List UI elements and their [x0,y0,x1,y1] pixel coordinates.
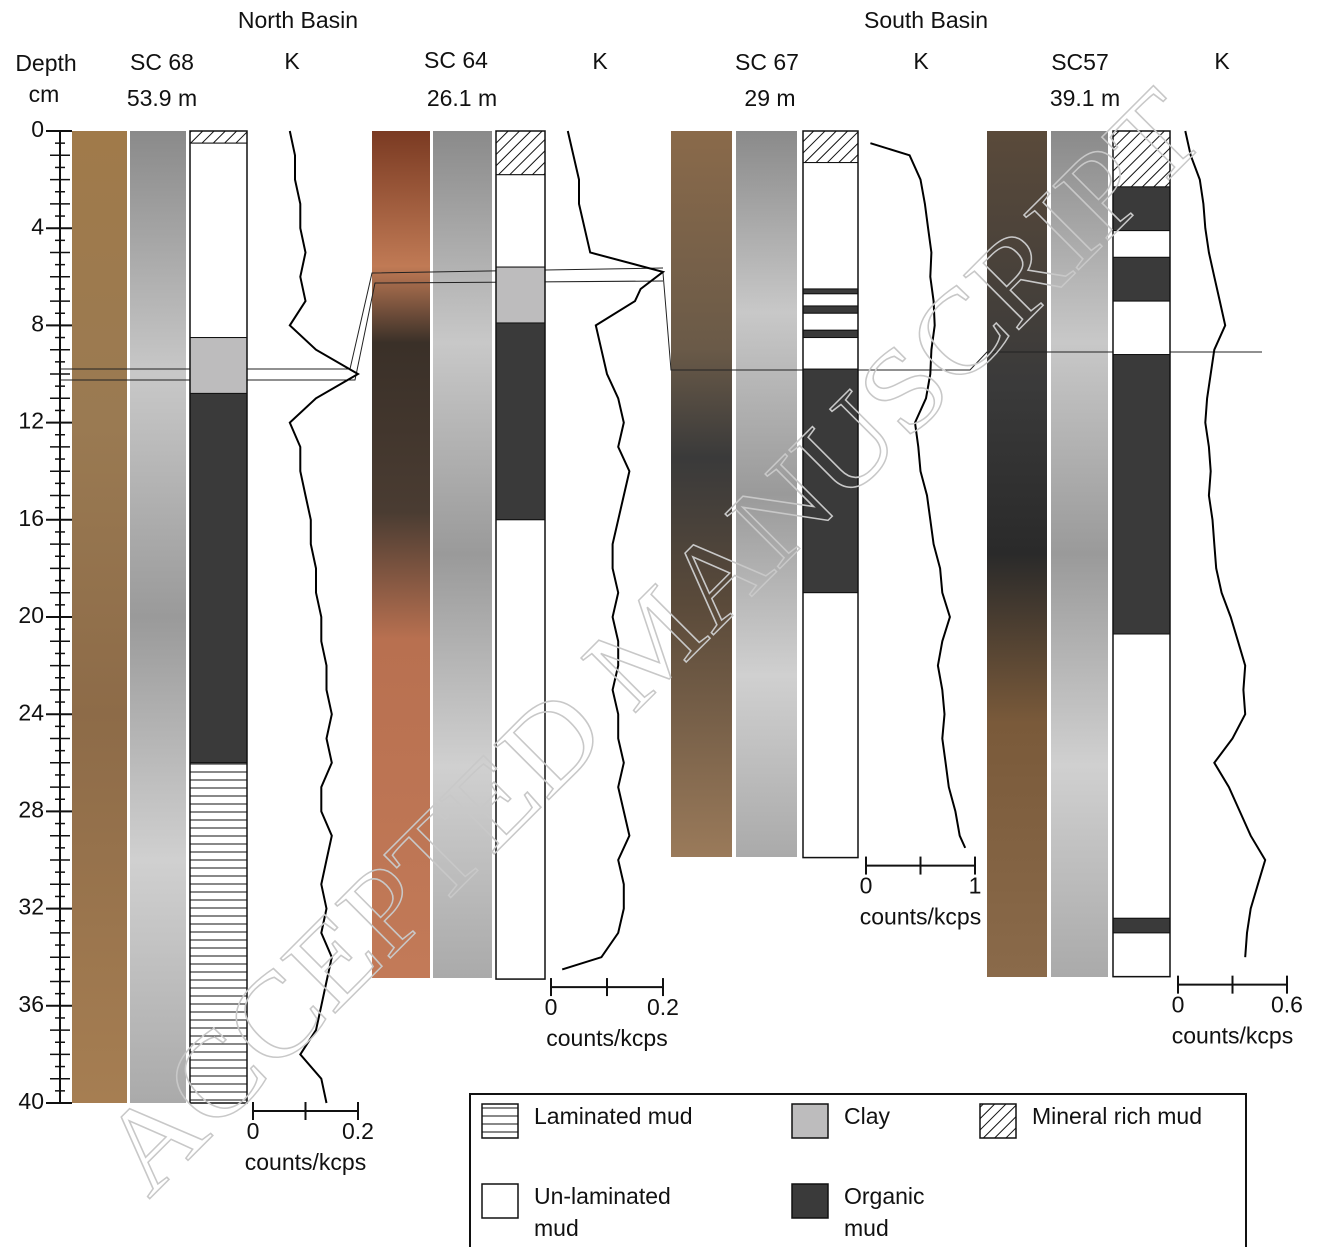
depth-tick-label: 4 [31,213,44,239]
k-curve [1185,131,1265,957]
depth-tick-label: 36 [18,991,44,1017]
depth-tick-label: 0 [31,116,44,142]
k-label: K [913,48,929,74]
lithology-unit [803,330,858,337]
lithology-unit [1113,355,1170,634]
core-name: SC 67 [735,49,799,75]
legend-label: Organic [844,1183,925,1209]
lithology-unit [496,175,545,267]
lithology-unit [803,294,858,306]
k-tick-label: 0.2 [647,994,679,1020]
legend-label: mud [844,1215,889,1241]
depth-tick-label: 12 [18,408,44,434]
depth-tick-label: 40 [18,1088,44,1114]
depth-unit: cm [29,81,60,107]
depth-tick-label: 24 [18,699,44,725]
core-name: SC 68 [130,49,194,75]
legend-swatch [792,1184,828,1218]
depth-label: Depth [15,50,76,76]
k-tick-label: 0 [1172,992,1185,1018]
legend-swatch [482,1184,518,1218]
core-water-depth: 29 m [744,85,795,111]
lithology-unit [190,338,247,394]
legend-swatch [792,1104,828,1138]
figure: North Basin South Basin Depth cm 0 4 8 12 16… [0,0,1328,1247]
lithology-unit [803,289,858,294]
lithology-unit [803,131,858,163]
lithology-unit [496,131,545,175]
lithology-unit [190,131,247,143]
k-label: K [284,48,300,74]
k-tick-label: 0.6 [1271,992,1303,1018]
lithology-unit [803,163,858,289]
core-water-depth: 26.1 m [427,85,497,111]
lithology-unit [1113,257,1170,301]
legend-label: Mineral rich mud [1032,1103,1202,1129]
lithology-unit [803,593,858,858]
k-tick-label: 0 [545,994,558,1020]
core-name: SC 64 [424,47,488,73]
depth-tick-label: 8 [31,310,44,336]
depth-tick-label: 20 [18,602,44,628]
lithology-unit [496,323,545,520]
lithology-unit [803,313,858,330]
north-header: North Basin [238,7,358,33]
lithology-unit [1113,301,1170,354]
legend-swatch [482,1104,518,1138]
k-axis-label: counts/kcps [1172,1023,1293,1049]
lithology-unit [1113,933,1170,977]
k-axis-label: counts/kcps [546,1025,667,1051]
legend-label: Laminated mud [534,1103,693,1129]
core-photo [72,131,127,1103]
k-label: K [592,48,608,74]
legend-label: mud [534,1215,579,1241]
core-xray [130,131,186,1103]
k-label: K [1214,48,1230,74]
k-tick-label: 0.2 [342,1118,374,1144]
lithology-unit [803,306,858,313]
lithology-unit [190,393,247,762]
depth-tick-label: 28 [18,796,44,822]
lithology-unit [1113,918,1170,933]
k-curve [562,131,663,969]
depth-tick-label: 16 [18,505,44,531]
core-name: SC57 [1051,49,1109,75]
k-axis-label: counts/kcps [860,904,981,930]
lithology-unit [496,267,545,323]
legend-label: Clay [844,1103,891,1129]
legend-label: Un-laminated [534,1183,671,1209]
core-water-depth: 53.9 m [127,85,197,111]
lithology-unit [190,143,247,337]
legend-swatch [980,1104,1016,1138]
depth-tick-label: 32 [18,894,44,920]
south-header: South Basin [864,7,988,33]
k-tick-label: 1 [969,873,982,899]
lithology-unit [1113,634,1170,918]
k-axis-label: counts/kcps [245,1149,366,1175]
k-tick-label: 0 [860,873,873,899]
